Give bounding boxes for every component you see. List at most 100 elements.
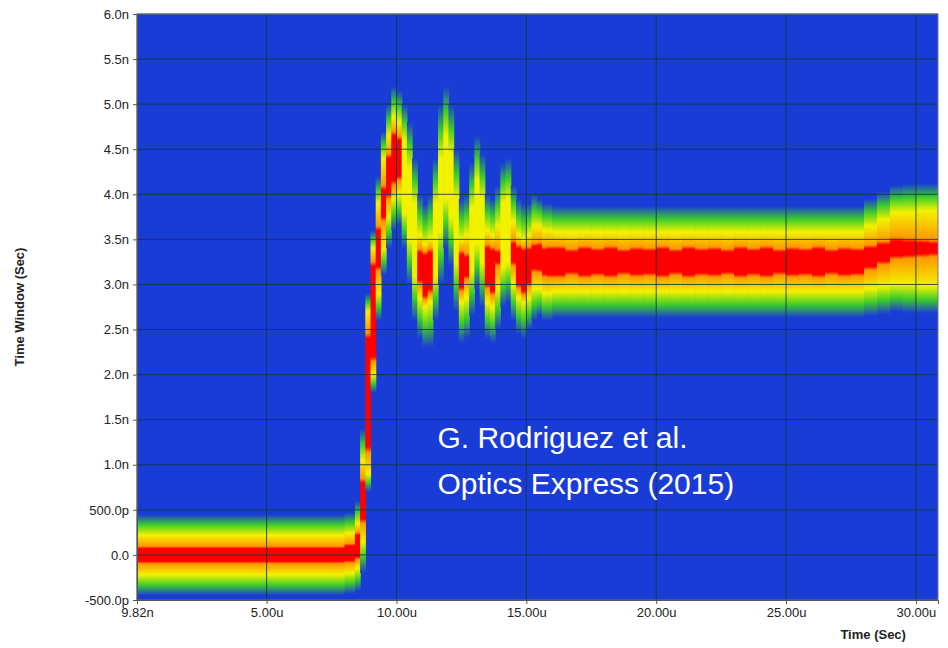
y-tick-label: 5.5n <box>104 52 129 67</box>
trace-column <box>864 199 878 316</box>
trace-column <box>532 194 538 320</box>
y-tick-mark <box>133 510 137 511</box>
grid-line-y <box>137 509 938 510</box>
trace-column <box>381 131 387 275</box>
trace-column <box>760 206 774 318</box>
trace-column <box>500 163 506 307</box>
trace-column <box>851 206 865 318</box>
trace-column <box>428 194 434 347</box>
y-tick: 0.0 <box>111 548 137 563</box>
y-tick-mark <box>133 555 137 556</box>
y-tick-mark <box>133 420 137 421</box>
y-tick-mark <box>133 600 137 601</box>
x-tick-mark <box>267 600 268 604</box>
y-tick-label: 5.0n <box>104 97 129 112</box>
grid-line-y <box>137 104 938 105</box>
trace-column <box>526 203 532 329</box>
trace-column <box>474 136 480 289</box>
trace-column <box>376 176 382 320</box>
y-tick-label: 2.5n <box>104 322 129 337</box>
trace-column <box>448 104 454 266</box>
trace-column <box>386 104 392 248</box>
y-tick: 6.0n <box>104 7 137 22</box>
trace-column <box>656 206 670 318</box>
y-tick: 5.5n <box>104 52 137 67</box>
x-tick: 5.00u <box>251 600 284 620</box>
x-axis-line <box>138 601 939 605</box>
trace-column <box>506 158 512 302</box>
trace-column <box>537 199 543 316</box>
grid-line-y <box>137 554 938 555</box>
y-tick-mark <box>133 14 137 15</box>
y-tick: 3.0n <box>104 277 137 292</box>
trace-column <box>669 206 683 318</box>
trace-column <box>396 91 402 226</box>
grid-line-y <box>137 149 938 150</box>
x-tick: 10.00u <box>377 600 417 620</box>
x-tick-label: 15.00u <box>507 605 547 620</box>
grid-line-y <box>137 464 938 465</box>
trace-column <box>734 206 748 318</box>
annotation: G. Rodriguez et al. <box>437 421 687 454</box>
trace-column <box>464 194 470 338</box>
trace-column <box>542 203 548 320</box>
y-tick: 4.0n <box>104 187 137 202</box>
y-tick: 3.5n <box>104 232 137 247</box>
grid-line-y <box>137 194 938 195</box>
trace-column <box>516 199 522 334</box>
trace-column <box>407 122 413 284</box>
grid <box>137 14 938 600</box>
trace-column <box>825 206 839 318</box>
grid-line-x <box>786 14 787 600</box>
x-tick-label: 20.00u <box>637 605 677 620</box>
y-tick-label: 3.5n <box>104 232 129 247</box>
trace-column <box>417 194 423 338</box>
trace-column <box>370 230 376 392</box>
x-tick-mark <box>526 600 527 604</box>
trace-column <box>422 203 428 347</box>
trace-column <box>617 206 631 318</box>
y-tick-label: 1.0n <box>104 457 129 472</box>
trace-column <box>643 206 657 318</box>
trace-column <box>604 206 618 318</box>
grid-line-x <box>915 14 916 600</box>
grid-line-x <box>266 14 267 600</box>
x-tick-mark <box>656 600 657 604</box>
trace-column <box>682 206 696 318</box>
annotation: Optics Express (2015) <box>437 467 734 500</box>
y-tick: 2.5n <box>104 322 137 337</box>
x-tick-label: 5.00u <box>251 605 284 620</box>
trace-column <box>365 293 371 491</box>
y-axis-line <box>133 15 138 601</box>
grid-line-x <box>656 14 657 600</box>
plot-frame <box>137 14 938 600</box>
trace-column <box>511 185 517 320</box>
trace-column <box>454 149 460 311</box>
trace-column <box>890 185 904 311</box>
y-tick-mark <box>133 59 137 60</box>
y-tick: 4.5n <box>104 142 137 157</box>
trace-column <box>355 501 361 591</box>
annotations: G. Rodriguez et al. Optics Express (2015) <box>437 421 734 500</box>
y-tick: 1.5n <box>104 412 137 427</box>
grid-line-x <box>526 14 527 600</box>
trace-column <box>721 206 735 318</box>
x-axis: 9.82n5.00u10.00u15.00u20.00u25.00u30.00u <box>121 600 938 620</box>
grid-line-y <box>137 59 938 60</box>
trace-column <box>916 183 930 313</box>
y-tick-label: 500.0p <box>89 503 129 518</box>
x-tick-label: 10.00u <box>377 605 417 620</box>
grid-line-x <box>396 14 397 600</box>
trace-column <box>459 199 465 343</box>
trace-column <box>695 206 709 318</box>
y-tick-label: 3.0n <box>104 277 129 292</box>
trace-column <box>552 206 566 318</box>
y-tick-mark <box>133 465 137 466</box>
trace-column <box>812 206 826 318</box>
x-tick-label: 25.00u <box>767 605 807 620</box>
heatmap-layer <box>137 86 938 595</box>
trace-column <box>929 183 938 313</box>
y-tick-label: 4.5n <box>104 142 129 157</box>
trace-column <box>495 185 501 329</box>
x-tick-mark <box>786 600 787 604</box>
